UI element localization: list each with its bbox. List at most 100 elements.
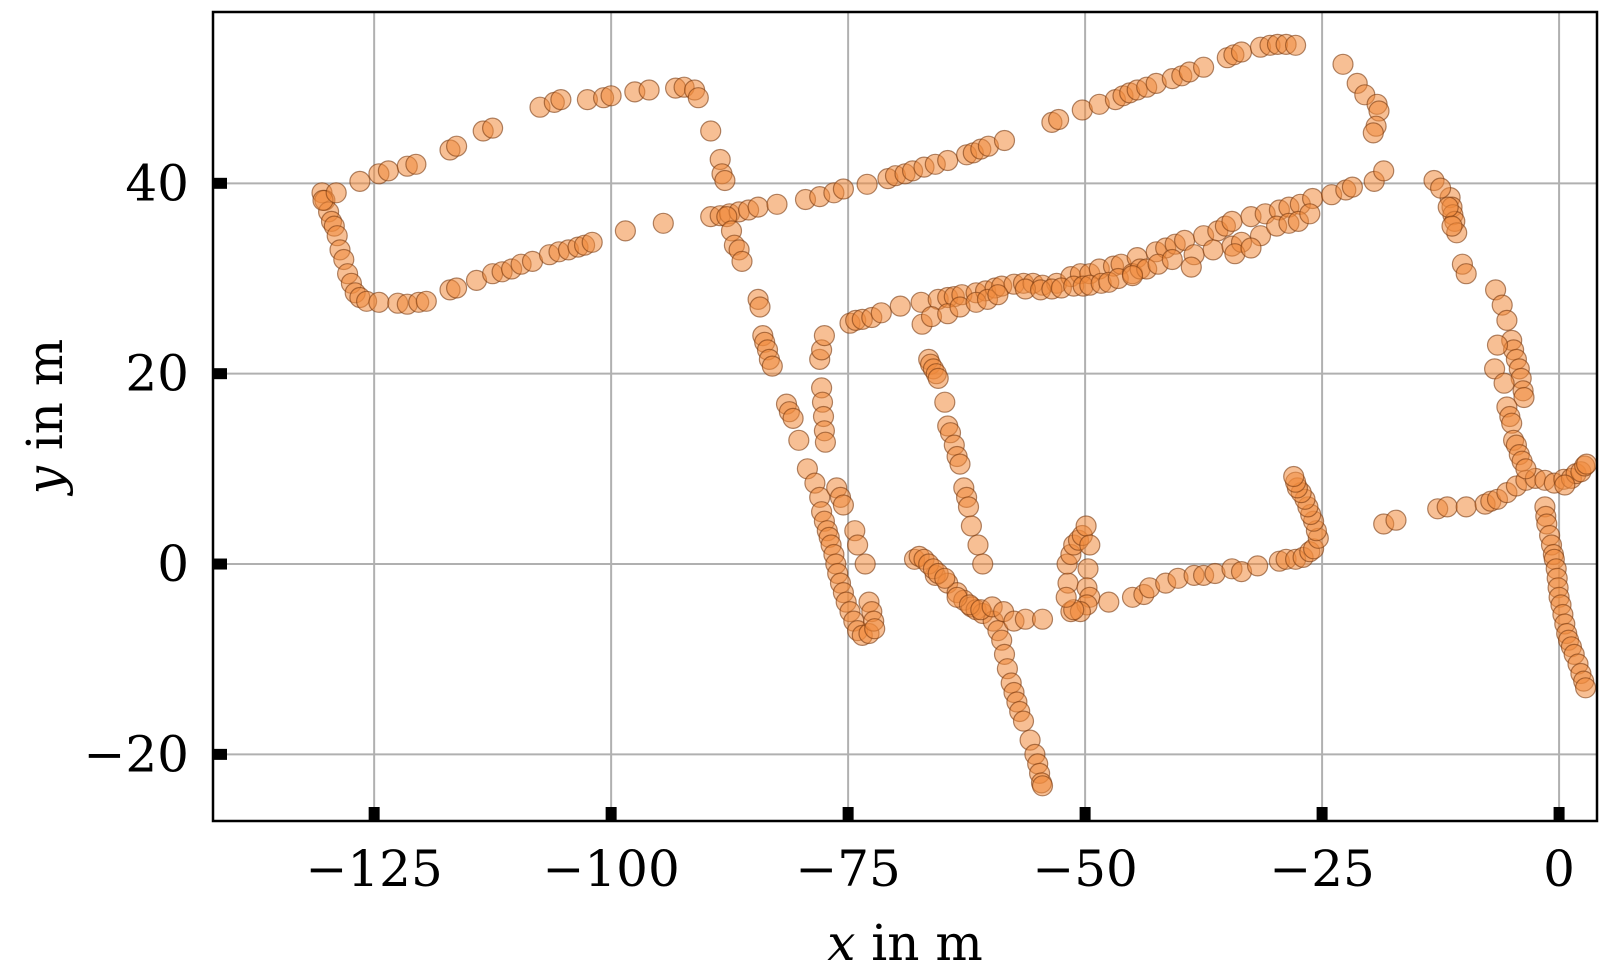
data-point — [782, 407, 804, 429]
data-point — [1098, 591, 1120, 613]
scatter-points — [311, 33, 1598, 797]
data-point — [349, 170, 371, 192]
data-point — [832, 178, 855, 200]
data-point — [1486, 334, 1509, 356]
data-point — [1161, 248, 1183, 271]
data-point — [1299, 203, 1321, 225]
data-point — [1429, 177, 1452, 199]
data-point — [960, 515, 983, 537]
data-point — [1554, 474, 1576, 496]
data-point — [1362, 122, 1384, 144]
y-tick-label: 40 — [125, 154, 189, 212]
data-point — [600, 85, 622, 107]
x-tick-label: −50 — [1032, 840, 1138, 898]
data-point — [1385, 509, 1407, 531]
data-point — [638, 79, 660, 101]
data-point — [1513, 386, 1535, 409]
data-point — [870, 302, 892, 324]
grid-lines — [213, 12, 1597, 821]
data-point — [1441, 215, 1463, 237]
data-point — [1437, 196, 1459, 218]
x-tick-label: −125 — [305, 840, 442, 898]
data-point — [550, 88, 572, 111]
data-point — [832, 494, 855, 516]
data-point — [761, 355, 783, 377]
data-point — [581, 231, 603, 253]
data-point — [1284, 34, 1307, 56]
x-tick-label: 0 — [1543, 840, 1575, 898]
data-point — [937, 149, 959, 172]
data-point — [927, 367, 949, 389]
data-point — [1455, 496, 1477, 518]
data-point — [1332, 53, 1354, 75]
y-axis-label: y in m — [16, 339, 74, 497]
data-point — [987, 284, 1009, 306]
data-point — [482, 117, 504, 139]
data-point — [1012, 710, 1035, 732]
data-point — [854, 553, 876, 575]
data-point — [972, 553, 994, 575]
data-point — [1496, 309, 1518, 331]
data-point — [864, 618, 886, 640]
data-point — [446, 135, 468, 157]
data-point — [1192, 56, 1215, 78]
data-point — [1575, 453, 1598, 475]
data-point — [1436, 496, 1458, 518]
data-point — [814, 431, 837, 453]
data-point — [415, 290, 437, 312]
x-axis-label-unit: in m — [855, 914, 982, 970]
data-point — [714, 169, 736, 192]
data-point — [700, 120, 722, 142]
data-point — [949, 453, 971, 475]
data-point — [1230, 41, 1253, 63]
data-point — [889, 295, 911, 317]
data-point — [1574, 677, 1597, 699]
data-point — [377, 160, 399, 182]
data-point — [993, 129, 1016, 152]
data-point — [652, 212, 674, 234]
data-point — [1079, 534, 1101, 556]
data-point — [1373, 160, 1395, 182]
data-point — [1240, 237, 1262, 259]
data-point — [1515, 458, 1537, 480]
data-point — [766, 193, 788, 215]
data-point — [1341, 176, 1364, 198]
data-point — [1180, 256, 1202, 278]
data-point — [1455, 263, 1477, 285]
y-tick-label: 20 — [125, 345, 189, 403]
data-point — [446, 277, 468, 299]
y-tick-label: 0 — [157, 535, 189, 593]
data-point — [1077, 558, 1099, 580]
data-point — [788, 429, 810, 451]
x-tick-label: −100 — [542, 840, 679, 898]
x-tick-label: −75 — [795, 840, 901, 898]
data-point — [934, 391, 956, 413]
y-axis-label-var: y — [16, 465, 74, 496]
data-point — [405, 153, 427, 175]
data-point — [1246, 555, 1269, 577]
data-point — [747, 196, 769, 218]
data-point — [934, 567, 956, 589]
data-point — [1055, 586, 1077, 608]
data-point — [856, 173, 878, 195]
y-axis-label-unit: in m — [16, 339, 74, 466]
data-point — [749, 296, 771, 318]
data-point — [1221, 210, 1243, 232]
x-axis-label-var: x — [827, 914, 855, 970]
data-point — [731, 250, 753, 272]
y-tick-label: −20 — [83, 725, 189, 783]
data-point — [1121, 265, 1144, 287]
plot-frame — [211, 10, 1599, 823]
data-point — [967, 534, 989, 556]
x-tick-label: −25 — [1269, 840, 1375, 898]
data-point — [1047, 108, 1070, 131]
x-axis-label: x in m — [827, 914, 983, 970]
data-point — [687, 87, 709, 109]
data-point — [368, 291, 390, 313]
data-point — [325, 182, 347, 204]
data-point — [1031, 775, 1054, 797]
axis-ticks — [213, 177, 1565, 821]
data-point — [1493, 372, 1515, 394]
data-point — [1075, 515, 1097, 537]
